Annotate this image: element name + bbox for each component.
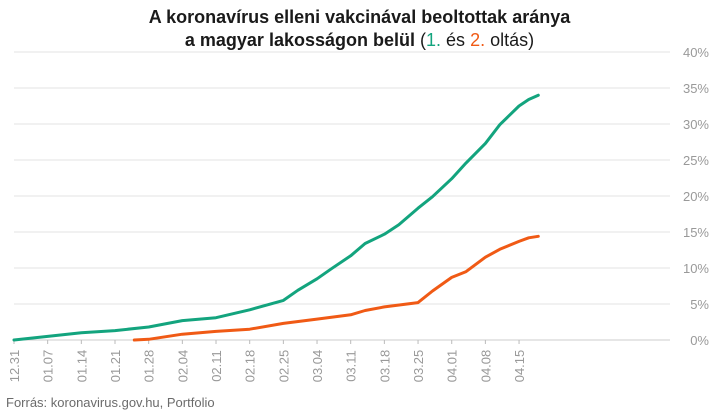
chart-title-line-2: a magyar lakosságon belül (1. és 2. oltá… <box>0 29 719 52</box>
y-tick-label-7: 35% <box>683 81 709 96</box>
y-tick-label-6: 30% <box>683 117 709 132</box>
x-tick-label-4: 01.28 <box>142 350 157 383</box>
y-tick-label-1: 5% <box>690 297 709 312</box>
x-tick-label-10: 03.11 <box>344 350 359 382</box>
series-line-dose-2 <box>132 234 540 342</box>
x-tick-label-8: 02.25 <box>276 350 291 383</box>
title-paren-open: ( <box>420 30 426 50</box>
x-tick-label-5: 02.04 <box>175 350 190 383</box>
title-line-2-prefix: a magyar lakosságon belül <box>184 30 415 50</box>
x-tick-label-2: 01.14 <box>74 350 89 383</box>
x-tick-label-15: 04.15 <box>512 350 527 383</box>
series-line-dose-1 <box>12 93 540 342</box>
source-note: Forrás: koronavirus.gov.hu, Portfolio <box>6 395 215 410</box>
legend-dose-1: 1. <box>426 30 442 50</box>
x-tick-label-6: 02.11 <box>209 350 224 382</box>
x-tick-label-9: 03.04 <box>310 350 325 383</box>
x-tick-label-3: 01.21 <box>108 350 123 383</box>
x-tick-label-14: 04.08 <box>478 350 493 383</box>
y-tick-label-3: 15% <box>683 225 709 240</box>
x-tick-label-13: 04.01 <box>445 350 460 383</box>
chart-title: A koronavírus elleni vakcinával beoltott… <box>0 6 719 52</box>
y-tick-label-0: 0% <box>690 333 709 348</box>
y-tick-label-8: 40% <box>683 45 709 60</box>
y-tick-label-4: 20% <box>683 189 709 204</box>
legend-dose-2: 2. <box>470 30 486 50</box>
x-tick-label-7: 02.18 <box>243 350 258 383</box>
x-tick-label-11: 03.18 <box>377 350 392 383</box>
y-tick-label-5: 25% <box>683 153 709 168</box>
y-tick-label-2: 10% <box>683 261 709 276</box>
title-suffix: oltás) <box>490 30 535 50</box>
x-tick-label-12: 03.25 <box>411 350 426 383</box>
title-conjunction: és <box>446 30 466 50</box>
chart-title-line-1: A koronavírus elleni vakcinával beoltott… <box>148 7 571 27</box>
x-tick-label-0: 12.31 <box>7 350 22 383</box>
x-tick-label-1: 01.07 <box>41 350 56 383</box>
